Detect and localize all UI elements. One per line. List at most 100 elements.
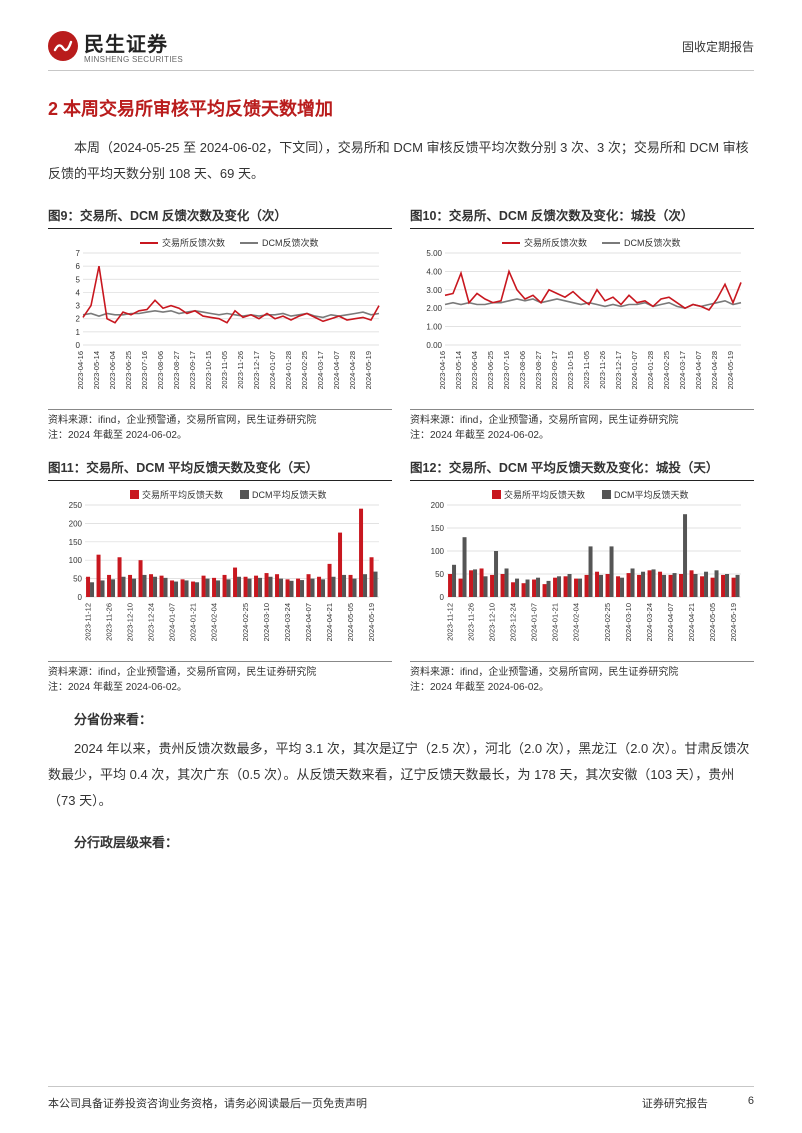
svg-text:2023-08-06: 2023-08-06 bbox=[518, 351, 527, 389]
svg-text:2024-04-07: 2024-04-07 bbox=[666, 603, 675, 641]
svg-text:5: 5 bbox=[76, 275, 81, 284]
svg-text:2024-04-21: 2024-04-21 bbox=[687, 603, 696, 641]
svg-text:2024-02-25: 2024-02-25 bbox=[662, 351, 671, 389]
footer-label: 证券研究报告 bbox=[642, 1095, 708, 1111]
svg-text:2023-06-25: 2023-06-25 bbox=[124, 351, 133, 389]
svg-text:2024-01-07: 2024-01-07 bbox=[529, 603, 538, 641]
page-header: 民生证券 MINSHENG SECURITIES 固收定期报告 bbox=[48, 28, 754, 71]
svg-text:2023-11-26: 2023-11-26 bbox=[104, 603, 113, 641]
svg-text:2024-03-10: 2024-03-10 bbox=[624, 603, 633, 641]
svg-text:2023-07-16: 2023-07-16 bbox=[140, 351, 149, 389]
svg-text:2024-04-07: 2024-04-07 bbox=[332, 351, 341, 389]
company-name-cn: 民生证券 bbox=[84, 28, 183, 57]
svg-text:2023-12-17: 2023-12-17 bbox=[252, 351, 261, 389]
svg-text:2024-05-05: 2024-05-05 bbox=[346, 603, 355, 641]
svg-text:2023-11-26: 2023-11-26 bbox=[598, 351, 607, 389]
svg-text:2023-12-24: 2023-12-24 bbox=[508, 603, 517, 641]
svg-text:0.00: 0.00 bbox=[426, 341, 442, 350]
svg-text:2024-03-10: 2024-03-10 bbox=[262, 603, 271, 641]
province-para: 2024 年以来，贵州反馈次数最多，平均 3.1 次，其次是辽宁（2.5 次），… bbox=[48, 736, 754, 814]
chart-9-source: 资料来源：ifind，企业预警通，交易所官网，民生证券研究院 注：2024 年截… bbox=[48, 409, 392, 443]
svg-text:2024-01-28: 2024-01-28 bbox=[646, 351, 655, 389]
svg-text:2.00: 2.00 bbox=[426, 304, 442, 313]
svg-text:2024-01-21: 2024-01-21 bbox=[188, 603, 197, 641]
logo: 民生证券 MINSHENG SECURITIES bbox=[48, 28, 183, 64]
chart-12-svg: 交易所平均反馈天数DCM平均反馈天数0501001502002023-11-12… bbox=[410, 485, 754, 655]
svg-text:DCM平均反馈天数: DCM平均反馈天数 bbox=[614, 489, 689, 500]
svg-text:2024-01-21: 2024-01-21 bbox=[550, 603, 559, 641]
svg-text:3.00: 3.00 bbox=[426, 286, 442, 295]
svg-text:交易所平均反馈天数: 交易所平均反馈天数 bbox=[504, 489, 585, 500]
svg-text:2024-03-24: 2024-03-24 bbox=[645, 603, 654, 641]
svg-text:2: 2 bbox=[76, 315, 81, 324]
chart-10-title: 图10：交易所、DCM 反馈次数及变化：城投（次） bbox=[410, 205, 754, 229]
svg-text:250: 250 bbox=[69, 501, 83, 510]
svg-text:DCM反馈次数: DCM反馈次数 bbox=[262, 237, 319, 248]
svg-text:2023-11-26: 2023-11-26 bbox=[466, 603, 475, 641]
svg-text:2023-06-25: 2023-06-25 bbox=[486, 351, 495, 389]
svg-text:200: 200 bbox=[431, 501, 445, 510]
svg-text:2024-04-07: 2024-04-07 bbox=[694, 351, 703, 389]
chart-9: 图9：交易所、DCM 反馈次数及变化（次） 交易所反馈次数DCM反馈次数0123… bbox=[48, 205, 392, 443]
svg-text:2024-02-25: 2024-02-25 bbox=[241, 603, 250, 641]
svg-text:2023-06-04: 2023-06-04 bbox=[470, 351, 479, 389]
svg-text:2023-11-12: 2023-11-12 bbox=[83, 603, 92, 641]
svg-text:2024-02-25: 2024-02-25 bbox=[603, 603, 612, 641]
svg-text:7: 7 bbox=[76, 249, 81, 258]
footer-disclaimer: 本公司具备证券投资咨询业务资格，请务必阅读最后一页免责声明 bbox=[48, 1095, 367, 1111]
svg-text:50: 50 bbox=[435, 570, 444, 579]
svg-text:2023-12-10: 2023-12-10 bbox=[487, 603, 496, 641]
svg-text:2023-09-17: 2023-09-17 bbox=[188, 351, 197, 389]
svg-text:2023-12-24: 2023-12-24 bbox=[146, 603, 155, 641]
chart-11-title: 图11：交易所、DCM 平均反馈天数及变化（天） bbox=[48, 457, 392, 481]
svg-text:2023-11-05: 2023-11-05 bbox=[582, 351, 591, 389]
svg-text:DCM平均反馈天数: DCM平均反馈天数 bbox=[252, 489, 327, 500]
svg-text:2023-10-15: 2023-10-15 bbox=[204, 351, 213, 389]
svg-text:50: 50 bbox=[73, 575, 82, 584]
section-title: 2 本周交易所审核平均反馈天数增加 bbox=[48, 95, 754, 121]
svg-text:4: 4 bbox=[76, 288, 81, 297]
svg-text:2024-02-25: 2024-02-25 bbox=[300, 351, 309, 389]
chart-12: 图12：交易所、DCM 平均反馈天数及变化：城投（天） 交易所平均反馈天数 DCM… bbox=[410, 457, 754, 695]
svg-text:2024-05-19: 2024-05-19 bbox=[729, 603, 738, 641]
svg-text:2024-01-28: 2024-01-28 bbox=[284, 351, 293, 389]
svg-text:2023-04-16: 2023-04-16 bbox=[438, 351, 447, 389]
svg-text:0: 0 bbox=[78, 593, 83, 602]
svg-text:2024-05-19: 2024-05-19 bbox=[726, 351, 735, 389]
svg-text:5.00: 5.00 bbox=[426, 249, 442, 258]
chart-10-svg: 交易所反馈次数DCM反馈次数0.001.002.003.004.005.0020… bbox=[410, 233, 754, 403]
svg-text:2023-05-14: 2023-05-14 bbox=[92, 351, 101, 389]
svg-text:交易所反馈次数: 交易所反馈次数 bbox=[524, 237, 587, 248]
svg-text:2023-08-06: 2023-08-06 bbox=[156, 351, 165, 389]
svg-text:2024-02-04: 2024-02-04 bbox=[571, 603, 580, 641]
svg-text:2023-11-26: 2023-11-26 bbox=[236, 351, 245, 389]
section-para1: 本周（2024-05-25 至 2024-06-02，下文同），交易所和 DCM… bbox=[48, 135, 754, 187]
svg-text:3: 3 bbox=[76, 302, 81, 311]
svg-text:2023-08-27: 2023-08-27 bbox=[172, 351, 181, 389]
subheading-admin: 分行政层级来看： bbox=[48, 832, 754, 851]
svg-text:2024-03-24: 2024-03-24 bbox=[283, 603, 292, 641]
svg-text:2023-09-17: 2023-09-17 bbox=[550, 351, 559, 389]
svg-text:100: 100 bbox=[431, 547, 445, 556]
report-type: 固收定期报告 bbox=[682, 38, 754, 55]
company-name-en: MINSHENG SECURITIES bbox=[84, 55, 183, 64]
svg-text:2023-04-16: 2023-04-16 bbox=[76, 351, 85, 389]
svg-text:DCM反馈次数: DCM反馈次数 bbox=[624, 237, 681, 248]
svg-text:2024-01-07: 2024-01-07 bbox=[268, 351, 277, 389]
svg-text:交易所平均反馈天数: 交易所平均反馈天数 bbox=[142, 489, 223, 500]
subheading-province: 分省份来看： bbox=[48, 709, 754, 728]
svg-text:2023-11-05: 2023-11-05 bbox=[220, 351, 229, 389]
chart-12-title: 图12：交易所、DCM 平均反馈天数及变化：城投（天） bbox=[410, 457, 754, 481]
svg-text:0: 0 bbox=[440, 593, 445, 602]
svg-text:200: 200 bbox=[69, 519, 83, 528]
svg-text:1.00: 1.00 bbox=[426, 323, 442, 332]
page-footer: 本公司具备证券投资咨询业务资格，请务必阅读最后一页免责声明 证券研究报告 6 bbox=[48, 1086, 754, 1111]
svg-text:2023-12-10: 2023-12-10 bbox=[125, 603, 134, 641]
svg-text:2024-04-28: 2024-04-28 bbox=[710, 351, 719, 389]
svg-text:1: 1 bbox=[76, 328, 81, 337]
svg-text:2024-04-07: 2024-04-07 bbox=[304, 603, 313, 641]
svg-text:0: 0 bbox=[76, 341, 81, 350]
svg-text:2024-04-28: 2024-04-28 bbox=[348, 351, 357, 389]
svg-text:2024-05-05: 2024-05-05 bbox=[708, 603, 717, 641]
svg-text:2024-04-21: 2024-04-21 bbox=[325, 603, 334, 641]
